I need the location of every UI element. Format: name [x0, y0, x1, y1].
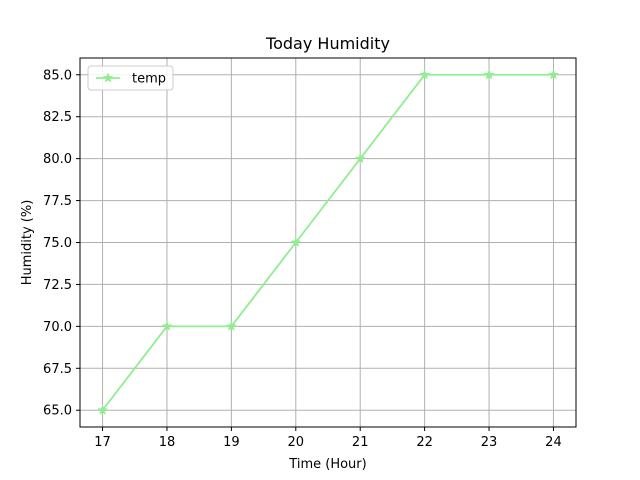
y-tick-label: 70.0 — [43, 320, 72, 335]
data-point — [97, 404, 108, 415]
legend-label: temp — [132, 72, 166, 87]
x-tick-label: 18 — [159, 435, 176, 450]
series-layer — [97, 69, 559, 415]
data-point — [419, 69, 430, 80]
data-point — [354, 153, 366, 164]
y-axis-ticks: 65.0 67.5 70.0 72.5 75.0 77.5 80.0 82.5 85.0 — [43, 68, 80, 419]
y-axis-label: Humidity (%) — [20, 200, 35, 286]
x-tick-label: 23 — [481, 435, 498, 450]
y-tick-label: 65.0 — [43, 404, 72, 419]
y-tick-label: 75.0 — [43, 236, 72, 251]
data-point — [226, 320, 237, 331]
data-point — [483, 69, 495, 80]
y-tick-label: 67.5 — [43, 362, 72, 377]
grid-lines — [80, 58, 576, 427]
legend-marker — [102, 72, 114, 83]
x-axis-label: Time (Hour) — [288, 457, 366, 472]
x-tick-label: 20 — [288, 435, 305, 450]
x-tick-label: 21 — [352, 435, 369, 450]
x-tick-label: 24 — [545, 435, 562, 450]
series-line — [101, 73, 554, 411]
x-tick-label: 17 — [94, 435, 111, 450]
legend-frame — [87, 65, 174, 91]
x-tick-label: 19 — [223, 435, 240, 450]
data-point — [290, 236, 302, 248]
y-tick-label: 85.0 — [43, 68, 72, 83]
y-tick-label: 82.5 — [43, 110, 72, 125]
x-axis-ticks: 17 18 19 20 21 22 23 24 — [94, 427, 562, 450]
y-tick-label: 80.0 — [43, 152, 72, 167]
data-point — [161, 320, 173, 331]
y-tick-label: 77.5 — [43, 194, 72, 209]
data-point — [548, 69, 559, 80]
legend: temp — [87, 65, 174, 91]
chart-title: Today Humidity — [265, 34, 390, 53]
x-tick-label: 22 — [416, 435, 433, 450]
y-tick-label: 72.5 — [43, 278, 72, 293]
